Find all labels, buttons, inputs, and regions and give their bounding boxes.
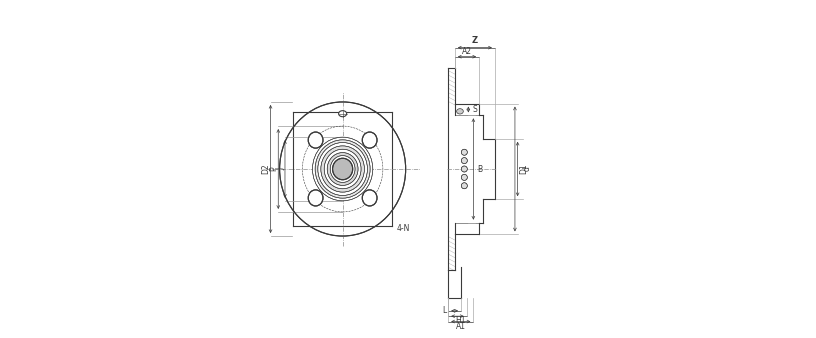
Ellipse shape	[321, 146, 365, 192]
Text: H1: H1	[455, 316, 466, 325]
Ellipse shape	[330, 155, 355, 183]
Text: Z: Z	[472, 37, 478, 45]
Ellipse shape	[461, 183, 468, 189]
Text: A1: A1	[456, 322, 466, 331]
Ellipse shape	[308, 190, 323, 206]
Text: D1: D1	[520, 164, 529, 174]
Ellipse shape	[327, 152, 358, 186]
Ellipse shape	[317, 143, 367, 195]
Ellipse shape	[461, 149, 468, 155]
Text: d: d	[522, 167, 532, 171]
Ellipse shape	[333, 158, 353, 180]
Ellipse shape	[362, 132, 377, 148]
Text: D2: D2	[262, 164, 271, 174]
Text: S: S	[472, 105, 477, 114]
Text: L: L	[442, 306, 446, 315]
Ellipse shape	[461, 166, 468, 172]
Text: 4-N: 4-N	[397, 224, 410, 233]
Ellipse shape	[461, 174, 468, 180]
Ellipse shape	[313, 137, 373, 201]
Text: P: P	[270, 167, 279, 171]
Ellipse shape	[280, 102, 406, 236]
Ellipse shape	[457, 108, 463, 114]
Ellipse shape	[324, 149, 361, 189]
Ellipse shape	[315, 140, 370, 198]
Text: J: J	[277, 168, 286, 170]
Ellipse shape	[461, 158, 468, 164]
Ellipse shape	[339, 111, 347, 117]
Text: B: B	[477, 165, 482, 173]
Ellipse shape	[362, 190, 377, 206]
Text: A2: A2	[462, 47, 472, 56]
Ellipse shape	[308, 132, 323, 148]
